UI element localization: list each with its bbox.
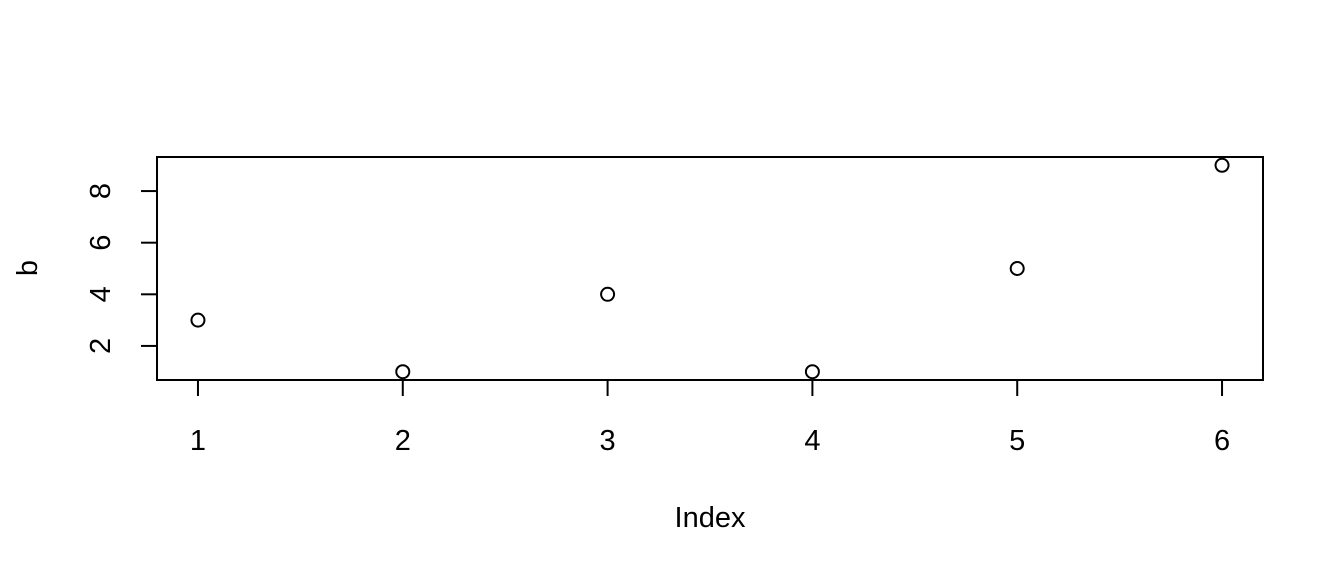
data-points bbox=[190, 157, 1230, 380]
x-tick-label: 4 bbox=[804, 425, 820, 457]
y-tick-label: 6 bbox=[85, 235, 117, 251]
x-tick-label: 5 bbox=[1009, 425, 1025, 457]
data-point bbox=[804, 364, 820, 380]
y-tick-label: 8 bbox=[85, 183, 117, 199]
x-tick-label: 2 bbox=[395, 425, 411, 457]
data-point bbox=[600, 286, 616, 302]
x-axis: 1 2 3 4 5 6 bbox=[190, 379, 1230, 457]
y-axis: 2 4 6 8 bbox=[85, 183, 158, 354]
data-point bbox=[1214, 157, 1230, 173]
x-tick-label: 1 bbox=[190, 425, 206, 457]
x-tick-label: 3 bbox=[600, 425, 616, 457]
data-point bbox=[190, 312, 206, 328]
data-point bbox=[395, 364, 411, 380]
y-tick-label: 2 bbox=[85, 338, 117, 354]
data-point bbox=[1009, 261, 1025, 276]
x-axis-label: Index bbox=[675, 502, 746, 534]
y-tick-label: 4 bbox=[85, 286, 117, 302]
x-tick-label: 6 bbox=[1214, 425, 1230, 457]
y-axis-label: b bbox=[12, 260, 44, 276]
